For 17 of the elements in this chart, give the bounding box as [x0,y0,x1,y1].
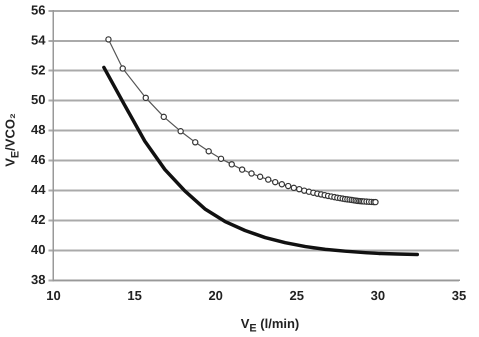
x-axis-title: V$_{E}$ (l/min) [240,316,300,335]
y-tick-label: 48 [30,122,46,138]
x-tick-label: 35 [452,288,466,303]
y-tick-label: 44 [30,182,46,198]
y-tick-label: 38 [30,272,46,287]
y-tick-label: 52 [30,62,46,78]
x-tick-label: 10 [46,288,61,303]
y-tick-label: 50 [30,92,46,108]
y-tick-label: 40 [30,242,46,258]
x-tick-label: 25 [290,288,304,303]
x-tick-label: 30 [370,288,386,303]
y-tick-label: 54 [30,32,46,48]
y-tick-label: 42 [30,212,46,228]
y-tick-label: 46 [30,152,46,168]
x-tick-label: 15 [127,288,142,303]
y-tick-label: 56 [30,2,46,18]
x-tick-label: 20 [208,288,223,303]
